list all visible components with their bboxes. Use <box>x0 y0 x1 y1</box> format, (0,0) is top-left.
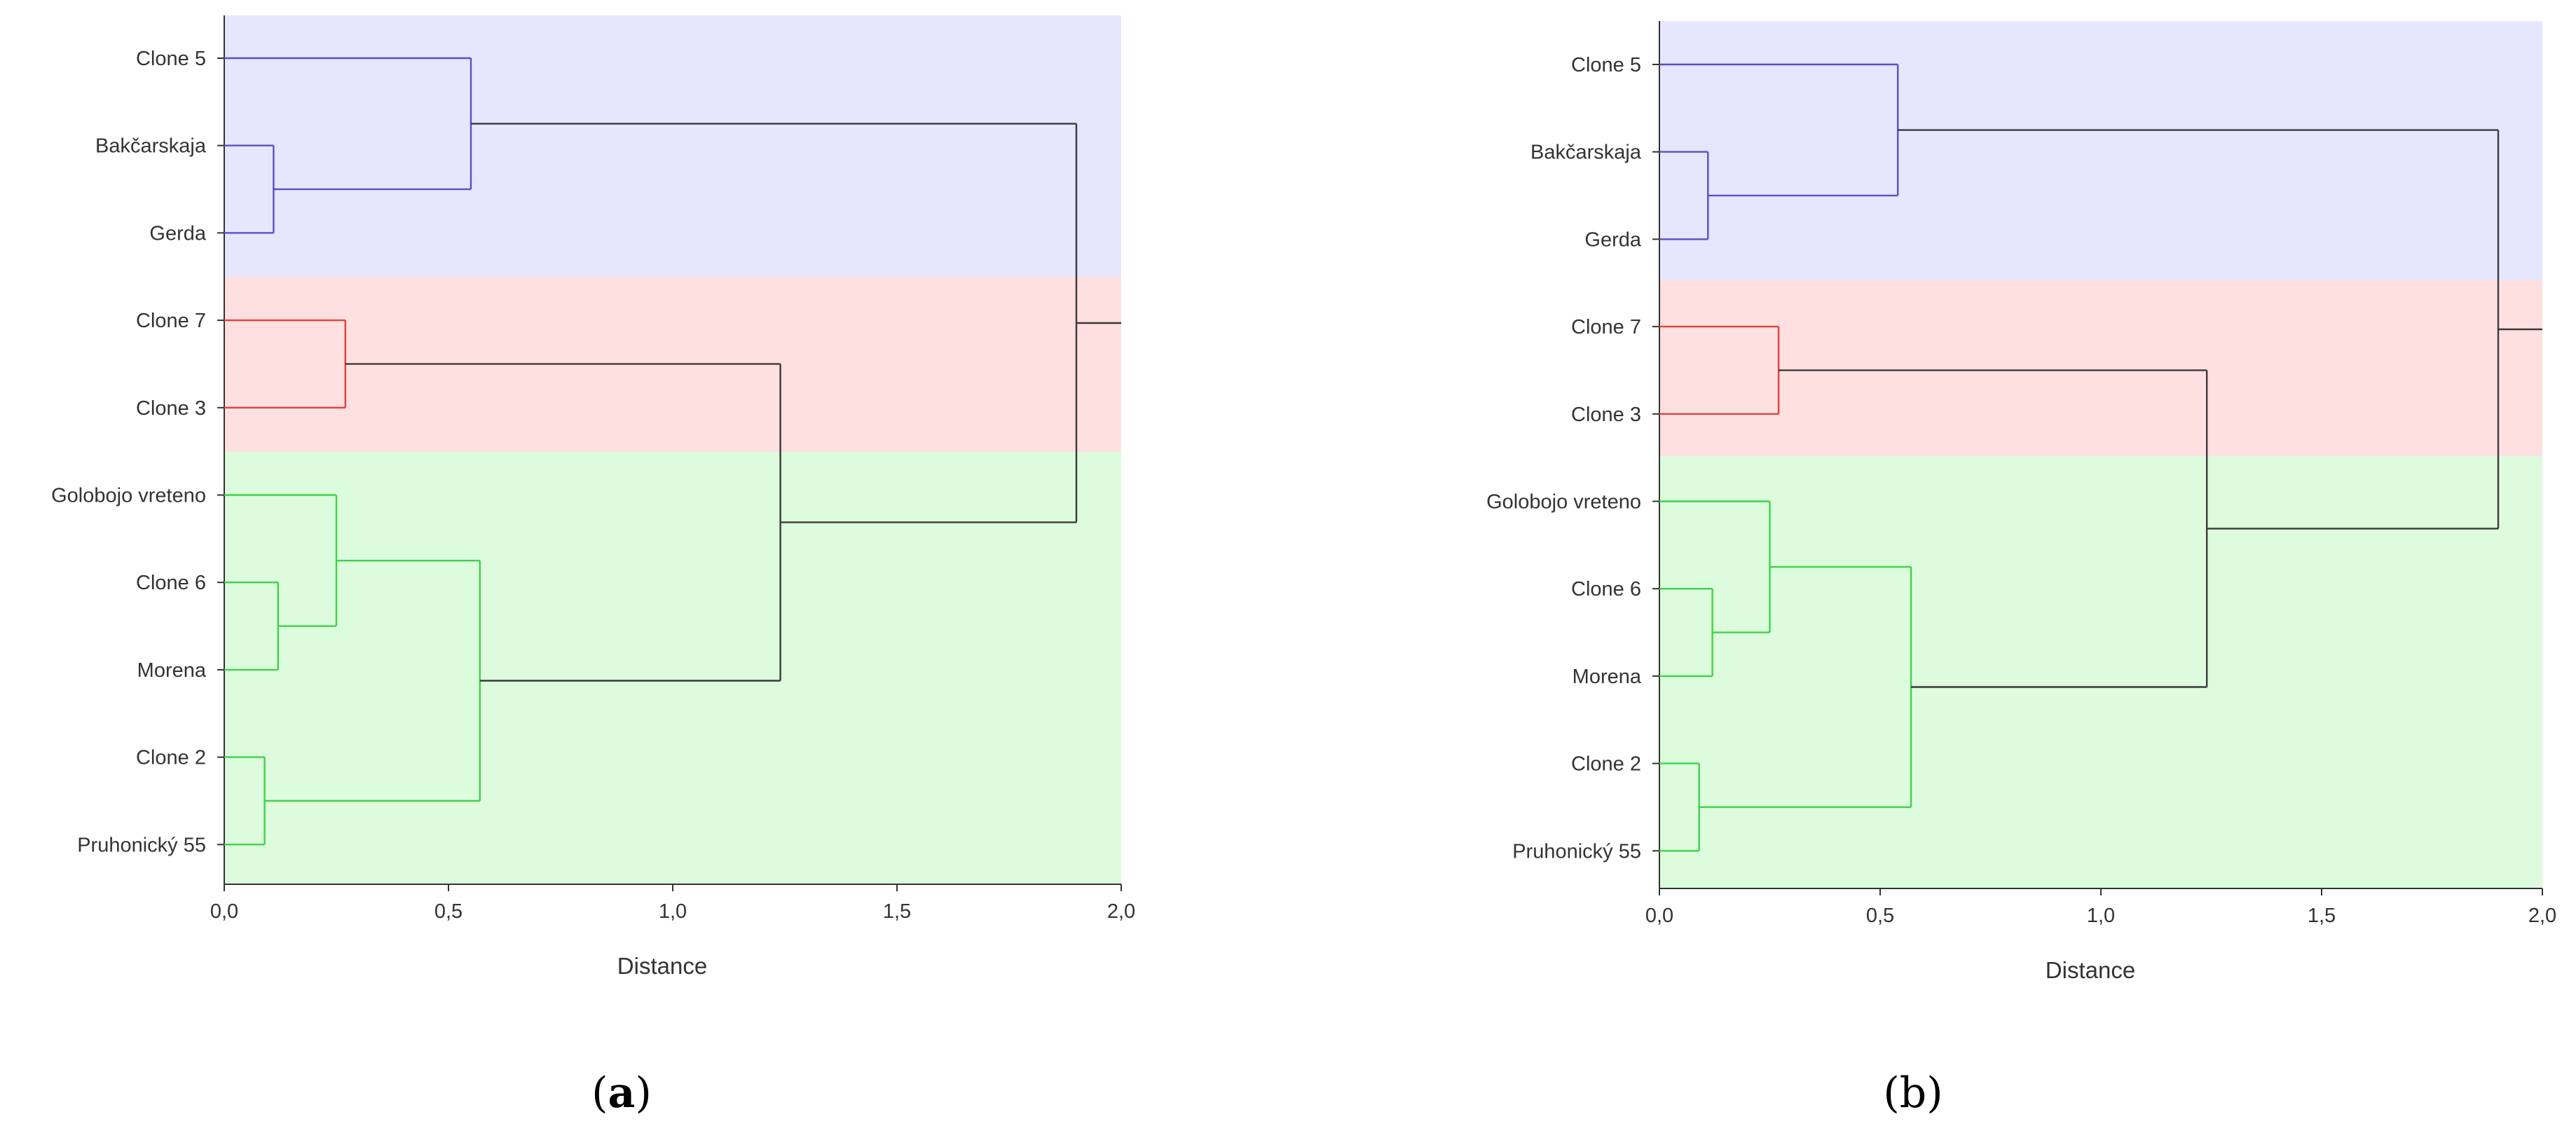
x-tick-label: 0,0 <box>210 900 238 923</box>
leaf-label-clone-3: Clone 3 <box>1571 404 1641 426</box>
cluster-band-green <box>1659 456 2542 888</box>
leaf-label-morena: Morena <box>137 659 207 682</box>
leaf-label-clone-5: Clone 5 <box>136 48 206 70</box>
x-tick-label: 1,0 <box>2087 905 2115 927</box>
panel-a: Clone 5 Bakčarskaja Gerda Clone 7 Clone 3 Gol… <box>51 15 1135 979</box>
x-tick-label: 0,5 <box>1866 905 1894 927</box>
caption-a: (a) <box>591 1069 652 1118</box>
x-tick-label: 2,0 <box>1107 900 1135 923</box>
x-axis-title: Distance <box>617 953 707 979</box>
x-tick-label: 1,0 <box>659 900 687 923</box>
x-tick-label: 1,5 <box>883 900 911 923</box>
leaf-label-bakcarskaja: Bakčarskaja <box>1530 142 1642 164</box>
caption-b: (b) <box>1883 1069 1943 1118</box>
caption-a-letter: a <box>608 1069 636 1118</box>
caption-b-letter: b <box>1900 1069 1926 1118</box>
leaf-label-gerda: Gerda <box>1584 228 1641 251</box>
x-axis-title: Distance <box>2046 957 2135 983</box>
x-tick-label: 0,0 <box>1645 905 1673 927</box>
leaf-label-clone-5: Clone 5 <box>1571 54 1641 76</box>
leaf-label-golobojo-vreteno: Golobojo vreteno <box>51 485 206 507</box>
leaf-label-bakcarskaja: Bakčarskaja <box>95 135 207 158</box>
leaf-label-clone-6: Clone 6 <box>136 572 206 594</box>
leaf-label-clone-6: Clone 6 <box>1571 578 1641 600</box>
leaf-label-pruhonicky-55: Pruhonický 55 <box>1512 840 1641 863</box>
leaf-label-clone-7: Clone 7 <box>136 310 206 332</box>
leaf-label-gerda: Gerda <box>149 222 206 245</box>
x-tick-label: 2,0 <box>2528 905 2556 927</box>
leaf-label-golobojo-vreteno: Golobojo vreteno <box>1486 491 1641 514</box>
x-tick-label: 0,5 <box>434 900 463 923</box>
leaf-label-clone-3: Clone 3 <box>136 397 206 420</box>
leaf-label-pruhonicky-55: Pruhonický 55 <box>77 834 206 856</box>
leaf-label-morena: Morena <box>1573 666 1642 688</box>
cluster-band-green <box>224 452 1121 884</box>
cluster-band-red <box>1659 280 2542 456</box>
panel-b: Clone 5 Bakčarskaja Gerda Clone 7 Clone 3 Gol… <box>1486 21 2556 983</box>
cluster-band-blue <box>224 15 1121 277</box>
leaf-label-clone-7: Clone 7 <box>1571 316 1641 338</box>
leaf-label-clone-2: Clone 2 <box>1571 753 1641 776</box>
cluster-band-blue <box>1659 21 2542 280</box>
leaf-label-clone-2: Clone 2 <box>136 747 206 769</box>
x-tick-label: 1,5 <box>2308 905 2336 927</box>
